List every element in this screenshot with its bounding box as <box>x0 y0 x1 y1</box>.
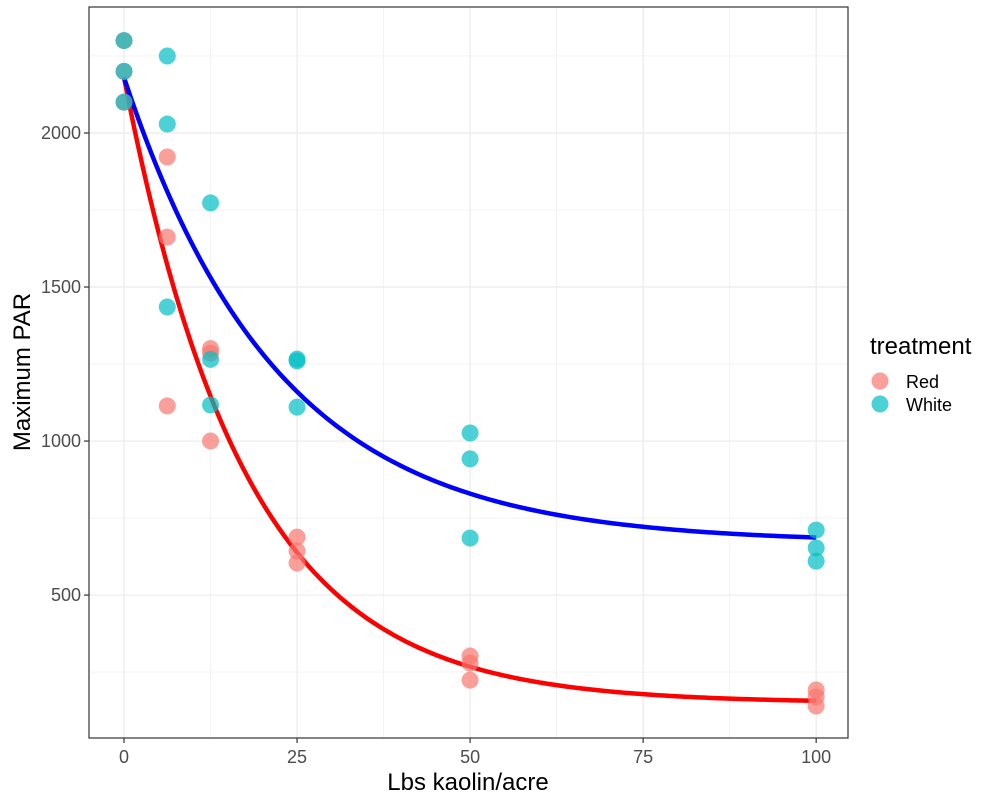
data-point-red <box>288 554 306 572</box>
data-point-white <box>202 194 220 212</box>
data-point-red <box>158 397 176 415</box>
x-axis-ticks: 0 25 50 75 100 <box>119 738 831 767</box>
data-point-red <box>461 671 479 689</box>
legend-label-white: White <box>906 395 952 415</box>
data-point-white <box>807 521 825 539</box>
x-tick-label: 50 <box>460 747 480 767</box>
minor-gridlines <box>89 7 848 738</box>
data-point-white <box>288 352 306 370</box>
panel-background <box>89 7 848 738</box>
data-point-white <box>807 539 825 557</box>
y-tick-label: 1000 <box>41 431 81 451</box>
data-point-red <box>288 528 306 546</box>
fit-curve-white <box>121 76 817 540</box>
y-tick-label: 500 <box>51 585 81 605</box>
x-tick-label: 75 <box>633 747 653 767</box>
data-point-white <box>807 552 825 570</box>
data-point-white <box>202 396 220 414</box>
legend: treatment Red White <box>870 333 972 415</box>
data-point-red <box>461 654 479 672</box>
data-point-white <box>158 115 176 133</box>
data-point-white <box>202 350 220 368</box>
data-point-red <box>288 542 306 560</box>
legend-key-white <box>871 395 889 413</box>
data-point-white <box>288 398 306 416</box>
data-point-white <box>461 424 479 442</box>
data-point-white <box>115 62 133 80</box>
data-point-white <box>115 93 133 111</box>
y-axis-title: Maximum PAR <box>9 293 36 451</box>
data-point-red <box>807 697 825 715</box>
data-point-red <box>202 432 220 450</box>
x-tick-label: 0 <box>119 747 129 767</box>
x-axis-title: Lbs kaolin/acre <box>387 769 548 796</box>
data-point-white <box>158 298 176 316</box>
y-tick-label: 2000 <box>41 123 81 143</box>
x-tick-label: 100 <box>801 747 831 767</box>
data-point-red <box>158 148 176 166</box>
x-tick-label: 25 <box>287 747 307 767</box>
data-point-red <box>158 228 176 246</box>
data-point-white <box>461 529 479 547</box>
legend-key-red <box>871 372 889 390</box>
data-point-white <box>158 47 176 65</box>
legend-label-red: Red <box>906 372 939 392</box>
data-points <box>115 32 825 715</box>
y-axis-ticks: 500 1000 1500 2000 <box>41 123 89 605</box>
y-tick-label: 1500 <box>41 277 81 297</box>
data-point-white <box>461 450 479 468</box>
panel-border <box>88 6 849 739</box>
data-point-white <box>115 32 133 50</box>
legend-title: treatment <box>870 333 972 360</box>
